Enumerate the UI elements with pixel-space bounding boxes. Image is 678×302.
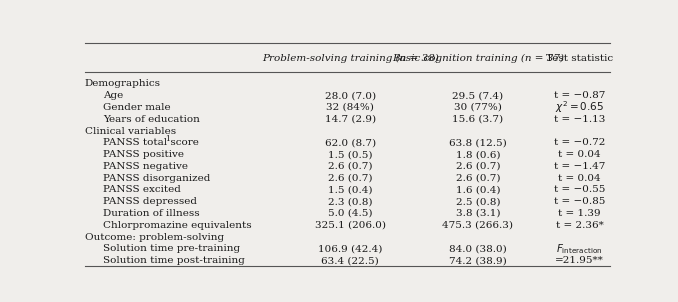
Text: 84.0 (38.0): 84.0 (38.0) [449, 244, 506, 253]
Text: t = −1.13: t = −1.13 [554, 115, 605, 124]
Text: 325.1 (206.0): 325.1 (206.0) [315, 221, 386, 230]
Text: 63.8 (12.5): 63.8 (12.5) [449, 138, 506, 147]
Text: Years of education: Years of education [103, 115, 200, 124]
Text: 2.3 (0.8): 2.3 (0.8) [328, 197, 372, 206]
Text: t = −1.47: t = −1.47 [554, 162, 605, 171]
Text: 1.5 (0.4): 1.5 (0.4) [328, 185, 372, 194]
Text: Problem-solving training (n = 38): Problem-solving training (n = 38) [262, 54, 439, 63]
Text: Gender male: Gender male [103, 103, 171, 112]
Text: 1.8 (0.6): 1.8 (0.6) [456, 150, 500, 159]
Text: Clinical variables: Clinical variables [85, 127, 176, 136]
Text: t = −0.85: t = −0.85 [554, 197, 605, 206]
Text: t = −0.55: t = −0.55 [554, 185, 605, 194]
Text: PANSS excited: PANSS excited [103, 185, 181, 194]
Text: Outcome: problem-solving: Outcome: problem-solving [85, 233, 224, 242]
Text: 14.7 (2.9): 14.7 (2.9) [325, 115, 376, 124]
Text: PANSS depressed: PANSS depressed [103, 197, 197, 206]
Text: t = 0.04: t = 0.04 [559, 174, 601, 183]
Text: 62.0 (8.7): 62.0 (8.7) [325, 138, 376, 147]
Text: 15.6 (3.7): 15.6 (3.7) [452, 115, 503, 124]
Text: 30 (77%): 30 (77%) [454, 103, 502, 112]
Text: 1.6 (0.4): 1.6 (0.4) [456, 185, 500, 194]
Text: 475.3 (266.3): 475.3 (266.3) [442, 221, 513, 230]
Text: t = 2.36*: t = 2.36* [556, 221, 603, 230]
Text: Test statistic: Test statistic [546, 54, 614, 63]
Text: Chlorpromazine equivalents: Chlorpromazine equivalents [103, 221, 252, 230]
Text: Basic cognition training (n = 37): Basic cognition training (n = 37) [392, 54, 564, 63]
Text: 74.2 (38.9): 74.2 (38.9) [449, 256, 506, 265]
Text: 2.6 (0.7): 2.6 (0.7) [328, 162, 372, 171]
Text: 1.5 (0.5): 1.5 (0.5) [328, 150, 372, 159]
Text: PANSS disorganized: PANSS disorganized [103, 174, 210, 183]
Text: PANSS total score: PANSS total score [103, 138, 199, 147]
Text: =21.95**: =21.95** [555, 256, 604, 265]
Text: Demographics: Demographics [85, 79, 161, 88]
Text: t = −0.72: t = −0.72 [554, 138, 605, 147]
Text: 28.0 (7.0): 28.0 (7.0) [325, 91, 376, 100]
Text: t = 1.39: t = 1.39 [559, 209, 601, 218]
Text: 2.6 (0.7): 2.6 (0.7) [456, 162, 500, 171]
Text: t = −0.87: t = −0.87 [554, 91, 605, 100]
Text: Duration of illness: Duration of illness [103, 209, 200, 218]
Text: 2.6 (0.7): 2.6 (0.7) [328, 174, 372, 183]
Text: Age: Age [103, 91, 123, 100]
Text: 2.6 (0.7): 2.6 (0.7) [456, 174, 500, 183]
Text: 106.9 (42.4): 106.9 (42.4) [318, 244, 382, 253]
Text: 3.8 (3.1): 3.8 (3.1) [456, 209, 500, 218]
Text: $\chi^2 = 0.65$: $\chi^2 = 0.65$ [555, 100, 604, 115]
Text: t = 0.04: t = 0.04 [559, 150, 601, 159]
Text: PANSS negative: PANSS negative [103, 162, 188, 171]
Text: Solution time pre-training: Solution time pre-training [103, 244, 240, 253]
Text: $F_{\mathrm{interaction}}$: $F_{\mathrm{interaction}}$ [557, 242, 603, 256]
Text: 1: 1 [165, 135, 170, 143]
Text: 32 (84%): 32 (84%) [326, 103, 374, 112]
Text: 63.4 (22.5): 63.4 (22.5) [321, 256, 379, 265]
Text: 29.5 (7.4): 29.5 (7.4) [452, 91, 503, 100]
Text: 5.0 (4.5): 5.0 (4.5) [328, 209, 372, 218]
Text: PANSS positive: PANSS positive [103, 150, 184, 159]
Text: Solution time post-training: Solution time post-training [103, 256, 245, 265]
Text: 2.5 (0.8): 2.5 (0.8) [456, 197, 500, 206]
